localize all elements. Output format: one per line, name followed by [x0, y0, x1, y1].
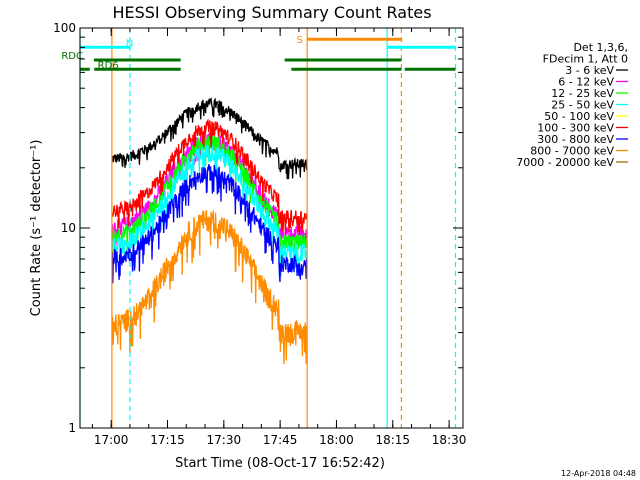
legend-entry-label: 3 - 6 keV — [565, 64, 614, 77]
y-axis-label: Count Rate (s⁻¹ detector⁻¹) — [29, 140, 44, 317]
legend-entry-label: 800 - 7000 keV — [530, 145, 614, 158]
series-line — [111, 210, 308, 365]
legend-header-0: Det 1,3,6, — [573, 41, 628, 54]
y-tick-label: 10 — [61, 221, 76, 235]
legend-entry-label: 300 - 800 keV — [537, 133, 614, 146]
chart-title: HESSI Observing Summary Count Rates — [112, 3, 431, 22]
y-tick-label: 100 — [53, 21, 76, 35]
x-tick-label: 17:15 — [150, 433, 185, 447]
legend-entry-label: 12 - 25 keV — [551, 87, 614, 100]
y-tick-label: 1 — [68, 421, 76, 435]
status-label-n: N — [126, 39, 133, 50]
x-tick-label: 18:00 — [319, 433, 354, 447]
status-label-s: S — [296, 35, 302, 46]
footer-timestamp: 12-Apr-2018 04:48 — [561, 469, 636, 478]
legend-entry-label: 25 - 50 keV — [551, 99, 614, 112]
x-tick-label: 17:30 — [207, 433, 242, 447]
series-layer — [111, 97, 308, 365]
series-line — [111, 118, 308, 235]
legend-entry-label: 50 - 100 keV — [544, 110, 614, 123]
status-layer: N S RDC RD6 — [61, 35, 456, 72]
x-axis-label: Start Time (08-Oct-17 16:52:42) — [175, 456, 385, 471]
legend-entry-label: 100 - 300 keV — [537, 122, 614, 135]
series-line — [111, 164, 308, 284]
series-line — [111, 97, 308, 180]
legend-entry-label: 6 - 12 keV — [558, 76, 614, 89]
x-tick-label: 17:45 — [263, 433, 298, 447]
x-tick-label: 18:15 — [375, 433, 410, 447]
x-tick-label: 18:30 — [432, 433, 467, 447]
series-line — [111, 144, 308, 277]
axis-layer: 17:00 17:15 17:30 17:45 18:00 18:15 18:30 1 10 10… — [53, 21, 466, 447]
status-label-rd6: RD6 — [98, 61, 119, 72]
legend-entry-label: 7000 - 20000 keV — [516, 156, 614, 169]
legend-header-1: FDecim 1, Att 0 — [543, 53, 628, 66]
status-label-rdc: RDC — [61, 51, 83, 62]
series-line — [111, 135, 308, 263]
x-tick-label: 17:00 — [94, 433, 129, 447]
